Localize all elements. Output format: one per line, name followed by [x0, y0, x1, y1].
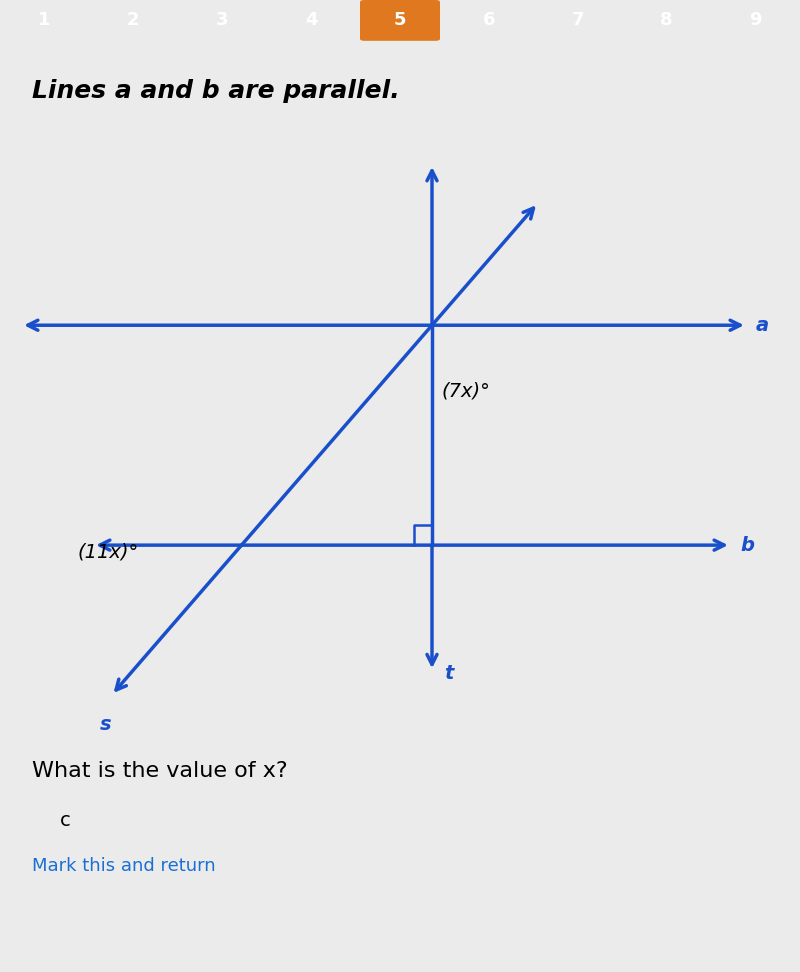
Text: 3: 3 [216, 12, 229, 29]
Text: c: c [60, 811, 70, 830]
Text: Lines a and b are parallel.: Lines a and b are parallel. [32, 79, 400, 103]
Text: 2: 2 [127, 12, 139, 29]
Text: What is the value of x?: What is the value of x? [32, 761, 288, 781]
Text: 6: 6 [482, 12, 495, 29]
Text: 9: 9 [750, 12, 762, 29]
Text: s: s [100, 715, 111, 734]
Text: 4: 4 [305, 12, 318, 29]
Text: 8: 8 [660, 12, 673, 29]
Text: t: t [444, 664, 454, 683]
Text: 1: 1 [38, 12, 50, 29]
Text: 7: 7 [571, 12, 584, 29]
Text: a: a [756, 316, 769, 334]
FancyBboxPatch shape [360, 0, 440, 41]
Text: Mark this and return: Mark this and return [32, 857, 216, 876]
Text: 5: 5 [394, 12, 406, 29]
Text: b: b [740, 536, 754, 555]
Text: (7x)°: (7x)° [442, 382, 490, 400]
Text: (11x)°: (11x)° [78, 542, 138, 562]
